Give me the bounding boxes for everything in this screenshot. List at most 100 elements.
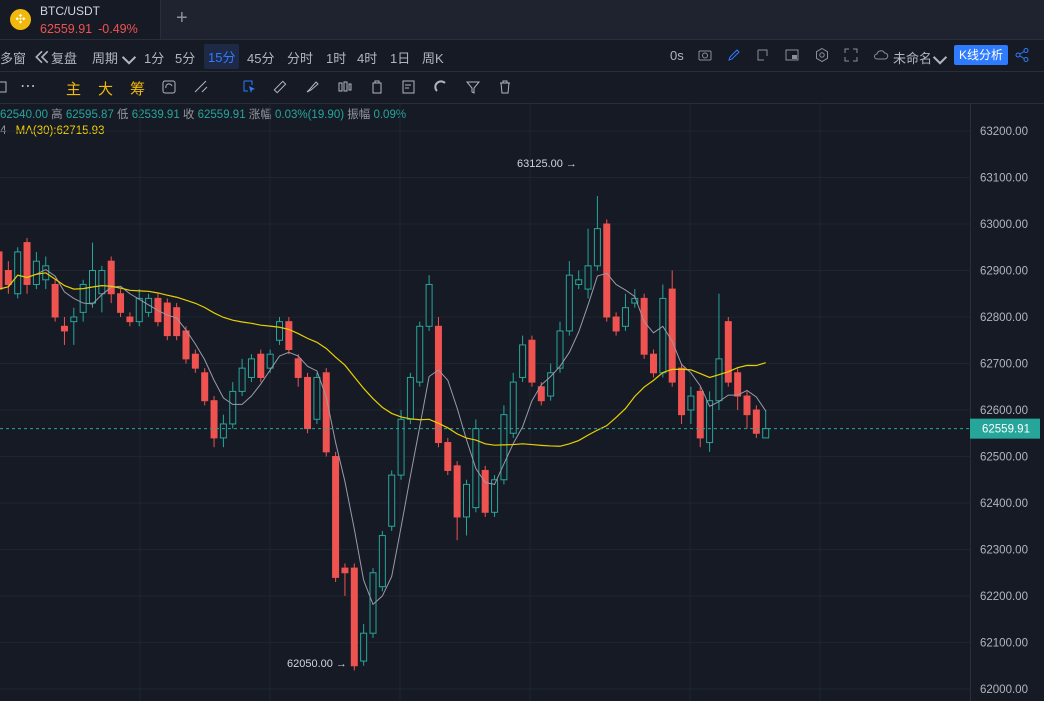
binance-coin-icon — [10, 9, 31, 30]
candle-body — [60, 325, 68, 332]
candle-body — [612, 316, 620, 332]
high-label: 高 — [51, 109, 63, 121]
more-icon[interactable]: ⋯ — [20, 78, 36, 95]
candle-body — [276, 321, 283, 341]
tab-price-value: 62559.91 — [40, 22, 93, 36]
filter-icon[interactable] — [465, 79, 481, 95]
candle-body — [481, 469, 489, 513]
add-tab-button[interactable]: + — [176, 7, 188, 29]
candle-body — [491, 479, 499, 513]
ruler-icon[interactable] — [272, 79, 288, 95]
fullscreen-exit-icon[interactable] — [755, 47, 771, 63]
indicator-main-button[interactable]: 主 — [66, 81, 82, 98]
candles-tool-icon[interactable] — [337, 79, 353, 95]
candle-body — [593, 228, 601, 267]
ma5-line — [0, 268, 767, 606]
period-button[interactable]: 周期 — [92, 51, 119, 66]
candle-body — [425, 283, 433, 327]
layout-name[interactable]: 未命名 — [893, 51, 933, 66]
ma30-line — [0, 272, 766, 447]
candle-body — [434, 325, 442, 444]
y-tick-label: 62200.00 — [980, 591, 1028, 603]
multi-window-button[interactable]: 多窗 — [0, 51, 27, 66]
fullscreen-icon[interactable] — [843, 47, 859, 63]
layout-chevron-icon[interactable] — [932, 52, 948, 68]
countdown-label: 0s — [670, 48, 684, 63]
ohlc-legend: 62540.00 高 62595.87 低 62539.91 收 62559.9… — [0, 106, 406, 122]
candle-body — [4, 270, 12, 285]
candle-body — [453, 465, 461, 518]
kline-analysis-button[interactable]: K线分析 — [954, 45, 1008, 65]
current-price-label: 62559.91 — [982, 424, 1030, 436]
replay-icon[interactable] — [34, 49, 50, 65]
candle-body — [294, 358, 302, 378]
candle-body — [70, 316, 78, 323]
symbol-tab[interactable]: BTC/USDT 62559.91 -0.49% — [0, 0, 161, 39]
interval-timeshare[interactable]: 分时 — [287, 51, 314, 66]
pencil-icon[interactable] — [726, 47, 742, 63]
candle-body — [575, 279, 583, 285]
amplitude-value: 0.09% — [373, 109, 407, 121]
candle-body — [500, 414, 508, 481]
cloud-icon[interactable] — [873, 47, 889, 63]
top-toolbar: 多窗 复盘 周期 1分 5分 15分 45分 分时 1时 4时 1日 周K 0s… — [0, 40, 1044, 72]
candle-body — [14, 251, 22, 295]
candle-body — [163, 302, 171, 337]
interval-1d[interactable]: 1日 — [390, 51, 411, 66]
interval-5m[interactable]: 5分 — [175, 51, 196, 66]
candle-body — [23, 242, 31, 285]
candle-body — [98, 270, 106, 295]
candle-body — [191, 353, 199, 369]
trash-icon[interactable] — [497, 79, 513, 95]
tab-change: -0.49% — [98, 22, 138, 36]
candle-body — [350, 567, 358, 667]
shape-tool-icon[interactable] — [369, 79, 385, 95]
candle-body — [0, 251, 3, 290]
candle-body — [631, 297, 639, 304]
candle-body — [107, 260, 115, 295]
candle-body — [201, 372, 209, 402]
interval-4h[interactable]: 4时 — [357, 51, 378, 66]
candle-body — [406, 376, 414, 420]
high-marker-label: 63125.00 → — [517, 158, 577, 170]
interval-1m[interactable]: 1分 — [144, 51, 165, 66]
note-tool-icon[interactable] — [401, 79, 417, 95]
interval-45m[interactable]: 45分 — [247, 51, 275, 66]
open-value: 62540.00 — [0, 109, 48, 121]
indicator-big-button[interactable]: 大 — [98, 81, 114, 98]
y-tick-label: 62900.00 — [980, 266, 1028, 278]
indicator-chip-button[interactable]: 筹 — [130, 81, 146, 98]
candle-body — [416, 325, 424, 383]
panel-icon[interactable] — [0, 79, 10, 95]
screenshot-icon[interactable] — [784, 47, 800, 63]
candle-body — [126, 316, 134, 323]
candle-body — [463, 483, 470, 518]
candle-body — [182, 330, 190, 360]
candle-body — [565, 274, 573, 332]
close-label: 收 — [182, 109, 195, 121]
gear-icon[interactable] — [814, 47, 830, 63]
interval-1h[interactable]: 1时 — [326, 51, 347, 66]
candle-body — [621, 307, 629, 327]
interval-15m[interactable]: 15分 — [204, 44, 240, 69]
erase-draw-icon[interactable] — [193, 79, 209, 95]
y-tick-label: 62100.00 — [980, 638, 1028, 650]
replay-button[interactable]: 复盘 — [51, 51, 78, 66]
candle-body — [696, 390, 704, 439]
share-icon[interactable] — [1014, 47, 1030, 63]
interval-weekly[interactable]: 周K — [422, 51, 444, 66]
candle-body — [584, 265, 592, 290]
candle-body — [378, 535, 386, 588]
magnet-icon[interactable] — [433, 79, 449, 95]
candle-body — [257, 353, 265, 378]
camera-icon[interactable] — [697, 47, 713, 63]
y-tick-label: 63100.00 — [980, 173, 1028, 185]
sync-icon[interactable] — [161, 79, 177, 95]
brush-icon[interactable] — [304, 79, 320, 95]
candle-body — [341, 567, 349, 574]
candle-body — [519, 344, 527, 378]
candle-body — [135, 297, 143, 323]
candle-body — [724, 321, 732, 383]
select-tool-icon[interactable] — [241, 79, 257, 95]
